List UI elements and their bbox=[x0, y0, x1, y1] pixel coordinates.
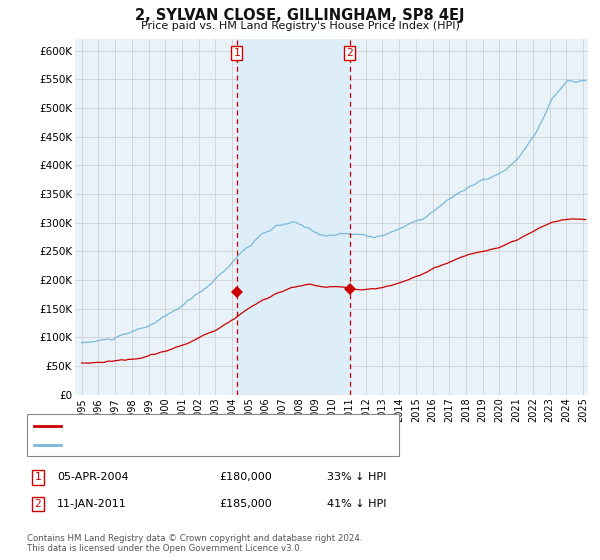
Text: Price paid vs. HM Land Registry's House Price Index (HPI): Price paid vs. HM Land Registry's House … bbox=[140, 21, 460, 31]
Text: 05-APR-2004: 05-APR-2004 bbox=[57, 472, 128, 482]
Bar bbox=[236, 39, 350, 395]
Text: 41% ↓ HPI: 41% ↓ HPI bbox=[327, 499, 386, 509]
Text: 2, SYLVAN CLOSE, GILLINGHAM, SP8 4EJ: 2, SYLVAN CLOSE, GILLINGHAM, SP8 4EJ bbox=[135, 8, 465, 24]
Text: 2: 2 bbox=[346, 48, 353, 58]
Text: 2: 2 bbox=[34, 499, 41, 509]
Text: 2, SYLVAN CLOSE, GILLINGHAM, SP8 4EJ (detached house): 2, SYLVAN CLOSE, GILLINGHAM, SP8 4EJ (de… bbox=[66, 421, 368, 431]
Text: Contains HM Land Registry data © Crown copyright and database right 2024.
This d: Contains HM Land Registry data © Crown c… bbox=[27, 534, 362, 553]
Text: 1: 1 bbox=[233, 48, 240, 58]
Text: 11-JAN-2011: 11-JAN-2011 bbox=[57, 499, 127, 509]
Text: 1: 1 bbox=[34, 472, 41, 482]
Text: 33% ↓ HPI: 33% ↓ HPI bbox=[327, 472, 386, 482]
Text: £185,000: £185,000 bbox=[219, 499, 272, 509]
Text: £180,000: £180,000 bbox=[219, 472, 272, 482]
Text: HPI: Average price, detached house, Dorset: HPI: Average price, detached house, Dors… bbox=[66, 440, 293, 450]
